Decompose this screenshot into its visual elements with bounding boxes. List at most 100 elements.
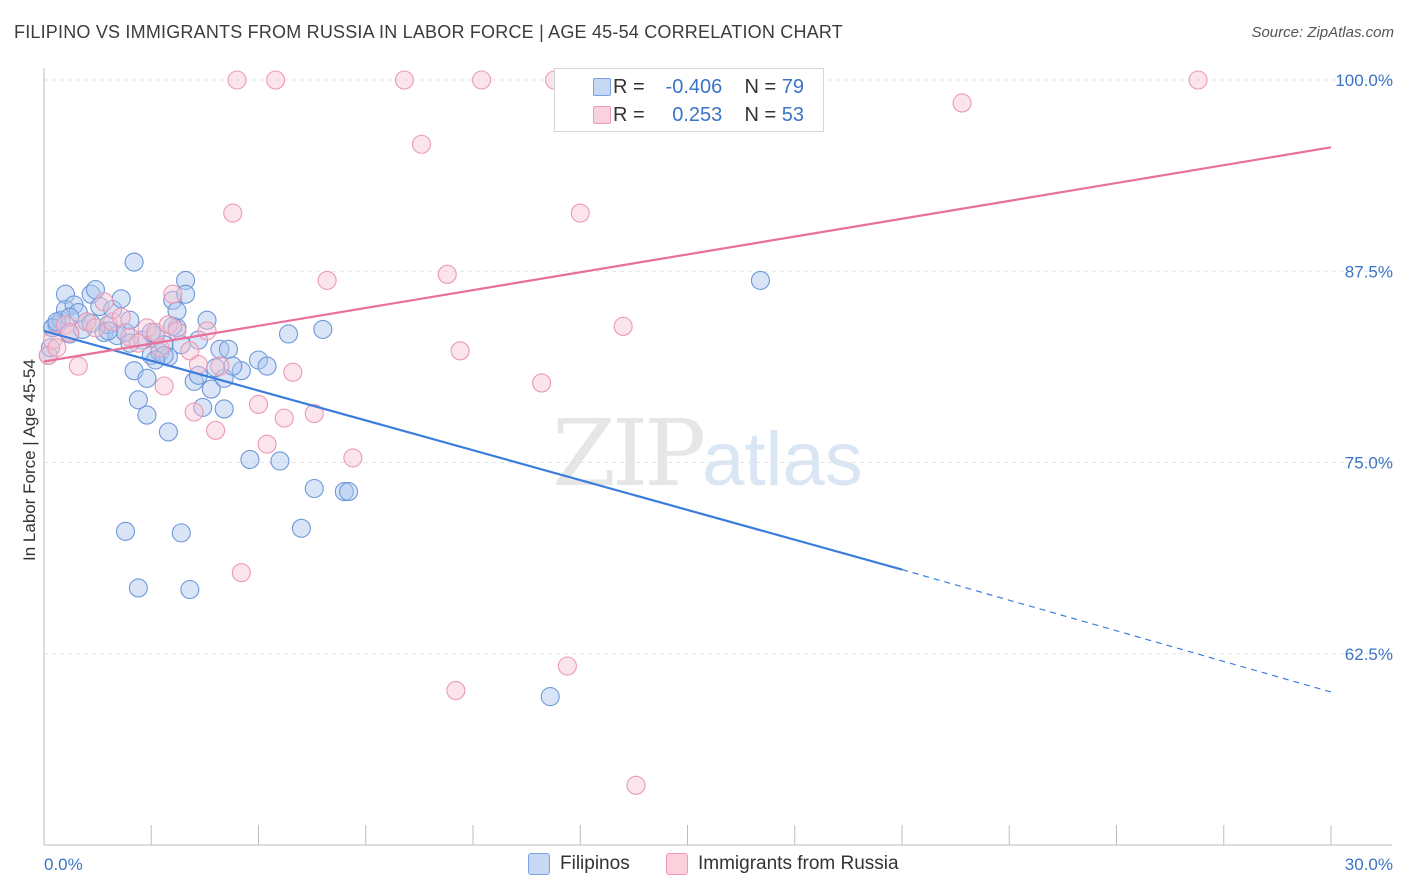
russia-point <box>437 264 457 284</box>
russia-point <box>626 775 646 795</box>
filipino-point <box>158 422 178 442</box>
y-tick-label: 75.0% <box>1345 454 1393 473</box>
russia-point <box>180 341 200 361</box>
russia-point <box>570 203 590 223</box>
russia-point <box>103 312 123 332</box>
russia-point <box>163 284 183 304</box>
filipino-point <box>176 270 196 290</box>
filipino-point <box>124 252 144 272</box>
filipino-point <box>137 405 157 425</box>
filipino-point <box>240 449 260 469</box>
legend-row-russia: R = 0.253 N = 53 <box>593 101 804 129</box>
russia-point <box>394 70 414 90</box>
filipino-point <box>313 319 333 339</box>
russia-point <box>210 356 230 376</box>
russia-point <box>167 321 187 341</box>
russia-point <box>266 70 286 90</box>
watermark-atlas: atlas <box>702 417 863 502</box>
russia-point <box>68 356 88 376</box>
source-credit: Source: ZipAtlas.com <box>1251 24 1394 41</box>
russia-point <box>446 680 466 701</box>
legend-n-value-russia: 53 <box>781 103 804 126</box>
filipino-point <box>171 523 191 543</box>
watermark: ZIPatlas <box>552 400 863 507</box>
russia-point <box>227 70 247 90</box>
filipino-point <box>231 361 251 381</box>
russia-point <box>343 448 363 468</box>
legend-n-label: N = <box>744 103 777 126</box>
legend-r-value-filipinos: -0.406 <box>665 75 723 98</box>
filipino-point <box>180 579 200 600</box>
filipino-trendline <box>43 329 903 571</box>
x-tick-label: 30.0% <box>1345 855 1393 874</box>
filipino-point <box>278 324 299 344</box>
bottom-swatch-russia <box>666 853 688 875</box>
filipino-point <box>40 338 60 358</box>
russia-point <box>137 318 157 338</box>
russia-point <box>274 408 294 428</box>
russia-point <box>450 341 470 361</box>
legend-r-label: R = <box>613 103 645 126</box>
filipino-point <box>218 339 239 359</box>
filipino-point <box>750 270 770 290</box>
filipino-point <box>214 399 234 419</box>
filipino-point <box>197 310 217 330</box>
filipino-point <box>137 368 157 388</box>
russia-point <box>184 402 204 422</box>
legend-r-label: R = <box>613 75 645 98</box>
filipino-point <box>193 397 213 417</box>
filipino-point <box>291 518 311 538</box>
russia-point <box>952 93 972 113</box>
legend-r-value-russia: 0.253 <box>672 103 723 126</box>
russia-point <box>283 362 303 382</box>
y-axis-label: In Labor Force | Age 45-54 <box>20 359 39 561</box>
filipino-point <box>128 578 148 598</box>
russia-point <box>223 203 243 223</box>
legend-swatch-filipinos <box>593 78 611 96</box>
filipino-point <box>115 521 136 541</box>
russia-point <box>111 307 131 327</box>
russia-point <box>154 376 174 396</box>
russia-trendline <box>43 146 1332 363</box>
russia-point <box>1188 70 1208 90</box>
russia-point <box>257 434 277 454</box>
y-tick-label: 62.5% <box>1345 645 1393 664</box>
filipino-point <box>334 482 354 502</box>
filipino-point <box>257 356 277 376</box>
bottom-legend-label-filipinos: Filipinos <box>560 853 630 874</box>
russia-point <box>613 316 633 336</box>
russia-point <box>47 338 67 358</box>
russia-point <box>231 563 251 583</box>
russia-point <box>532 373 552 393</box>
russia-point <box>304 403 324 424</box>
russia-point <box>248 394 269 414</box>
legend-row-filipinos: R = -0.406 N = 79 <box>593 73 804 101</box>
russia-point <box>85 318 106 338</box>
legend-n-value-filipinos: 79 <box>781 75 804 98</box>
filipino-point <box>201 379 221 399</box>
russia-point <box>94 292 114 312</box>
russia-point <box>472 70 492 90</box>
watermark-zip: ZIP <box>552 400 706 507</box>
bottom-legend-russia: Immigrants from Russia <box>666 851 899 877</box>
filipino-trendline-extension <box>901 569 1332 693</box>
russia-point <box>317 270 337 290</box>
legend-swatch-russia <box>593 106 611 124</box>
filipino-point <box>111 289 131 309</box>
russia-point <box>206 420 226 440</box>
x-tick-label: 0.0% <box>44 855 83 874</box>
y-tick-label: 100.0% <box>1335 71 1393 90</box>
russia-point <box>557 656 577 676</box>
filipino-point <box>339 482 359 502</box>
stats-legend: R = -0.406 N = 79 R = 0.253 N = 53 <box>554 68 824 132</box>
russia-point <box>197 321 217 341</box>
filipino-point <box>540 687 560 707</box>
bottom-legend-label-russia: Immigrants from Russia <box>698 853 899 874</box>
filipino-point <box>270 451 290 471</box>
russia-point <box>411 134 432 154</box>
bottom-legend-filipinos: Filipinos <box>528 851 630 877</box>
y-tick-label: 87.5% <box>1345 262 1393 281</box>
russia-point <box>188 355 208 375</box>
legend-n-label: N = <box>744 75 777 98</box>
